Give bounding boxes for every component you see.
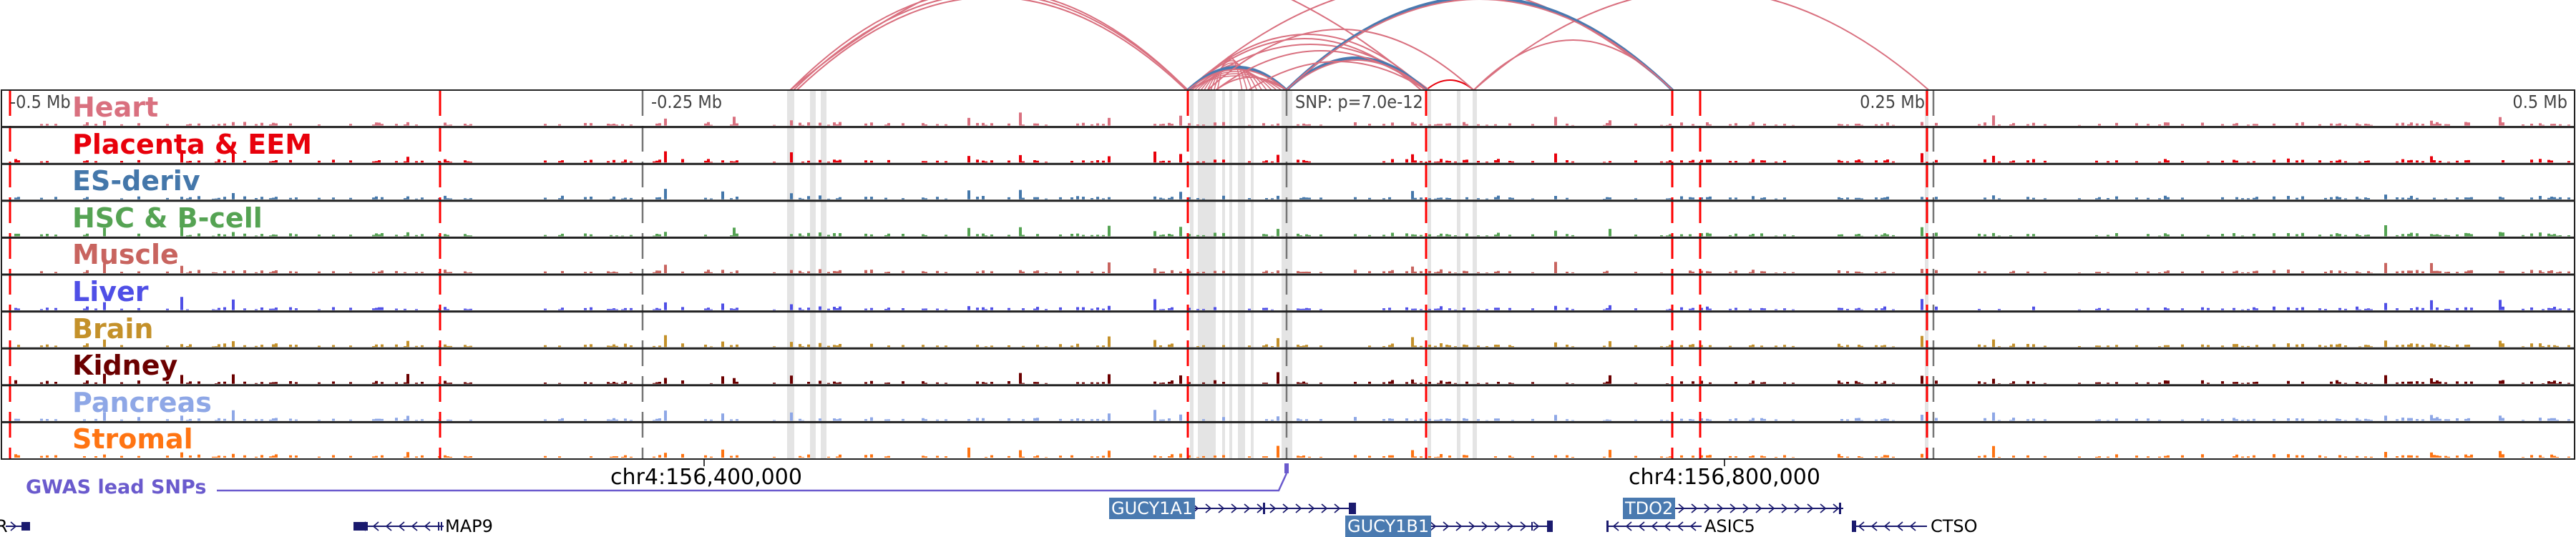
loop-arc: [796, 0, 1187, 91]
loop-arc: [1187, 69, 1287, 91]
gene-map9-exon: [441, 522, 442, 531]
track-label-brain: Brain: [72, 312, 154, 345]
track-label-kidney: Kidney: [72, 350, 178, 382]
loop-arc: [1204, 64, 1262, 91]
loop-arc: [1286, 59, 1427, 91]
track-label-es-deriv: ES-deriv: [72, 165, 200, 197]
track-label-liver: Liver: [72, 276, 149, 307]
gene-label-tdo2[interactable]: TDO2: [1623, 498, 1676, 519]
track-label-placenta-eem: Placenta & EEM: [72, 128, 313, 160]
loop-arc: [1285, 0, 1674, 92]
coordinate-label-1: chr4:156,400,000: [610, 465, 802, 490]
gene-tdo2-strand-arrows: [1678, 503, 1840, 513]
loop-arc: [1187, 34, 1427, 91]
loop-arc: [1191, 73, 1282, 91]
axis-label-plus-half: 0.5 Mb: [2512, 92, 2567, 112]
loop-arc: [1473, 0, 1930, 91]
loop-arc: [1206, 29, 1475, 91]
signal-track-es-deriv: [14, 189, 2570, 199]
loop-arc: [1286, 0, 1674, 91]
loop-arc: [1248, 61, 1427, 91]
loop-arc: [1210, 60, 1253, 91]
track-frame: [1, 89, 2575, 466]
axis-label-minus-quarter: -0.25 Mb: [651, 92, 723, 112]
gene-map9-exon: [353, 522, 368, 531]
track-label-stromal: Stromal: [72, 423, 193, 455]
loop-arc: [1216, 56, 1243, 91]
loop-arc: [789, 0, 1427, 91]
gwas-snp-marker: [1284, 463, 1289, 473]
gene-map9-exon: [438, 522, 439, 531]
signal-tracks: [14, 112, 2570, 458]
gene-label-gucy1b1[interactable]: GUCY1B1: [1345, 516, 1432, 537]
loop-arc: [1425, 79, 1475, 91]
signal-track-kidney: [14, 372, 2570, 384]
track-label-muscle: Muscle: [72, 239, 179, 271]
gene-asic5-exon: [1606, 521, 1609, 532]
gene-ctso-strand-arrows: [1858, 521, 1916, 531]
loop-arc: [1206, 62, 1258, 91]
gene-gucy1b1-exon: [1531, 522, 1533, 531]
snp-pvalue-label: SNP: p=7.0e-12: [1295, 92, 1423, 112]
gwas-track-label: GWAS lead SNPs: [26, 476, 207, 498]
signal-track-stromal: [14, 445, 2570, 458]
gene-ctso-exon: [1852, 521, 1856, 532]
gene-tdo2-exon: [1839, 503, 1841, 514]
loop-arc: [793, 0, 1189, 91]
gene-gucy1a1-exon: [1349, 503, 1356, 514]
track-label-hsc-b-cell: HSC & B-cell: [72, 202, 263, 234]
coordinate-label-2: chr4:156,800,000: [1629, 465, 1820, 490]
axis-label-minus-half: -0.5 Mb: [10, 92, 71, 112]
gene-label-ctso[interactable]: CTSO: [1931, 516, 1978, 536]
gene-track: [6, 503, 1927, 532]
loop-arc: [1285, 56, 1428, 92]
signal-track-heart: [40, 112, 2570, 126]
track-label-pancreas: Pancreas: [72, 386, 212, 418]
gwas-connector-line: [217, 473, 1288, 492]
gene-partial-exon: [21, 522, 30, 531]
gene-gucy1a1-exon: [1263, 503, 1265, 514]
gene-label-map9[interactable]: MAP9: [445, 516, 493, 536]
gwas-track: [217, 463, 1289, 492]
track-label-heart: Heart: [72, 92, 159, 123]
signal-track-brain: [17, 335, 2570, 348]
chromatin-loops: [789, 0, 1930, 92]
gene-gucy1b1-exon: [1547, 521, 1553, 532]
gene-asic5-strand-arrows: [1612, 521, 1697, 531]
axis-label-plus-quarter: 0.25 Mb: [1860, 92, 1925, 112]
gene-gucy1a1-strand-arrows: [1192, 503, 1341, 513]
loop-arc: [789, 0, 1189, 91]
loop-arc: [1215, 50, 1427, 91]
signal-track-muscle: [40, 262, 2570, 273]
gene-partial-strand-arrows: [10, 521, 17, 531]
loop-arc: [1194, 71, 1277, 91]
loop-arc: [1187, 0, 1673, 91]
gene-label-gucy1a1[interactable]: GUCY1A1: [1109, 498, 1196, 519]
gene-gucy1b1-strand-arrows: [1430, 521, 1540, 531]
gene-label-asic5[interactable]: ASIC5: [1704, 516, 1755, 536]
gene-label-partial[interactable]: R: [0, 516, 8, 536]
